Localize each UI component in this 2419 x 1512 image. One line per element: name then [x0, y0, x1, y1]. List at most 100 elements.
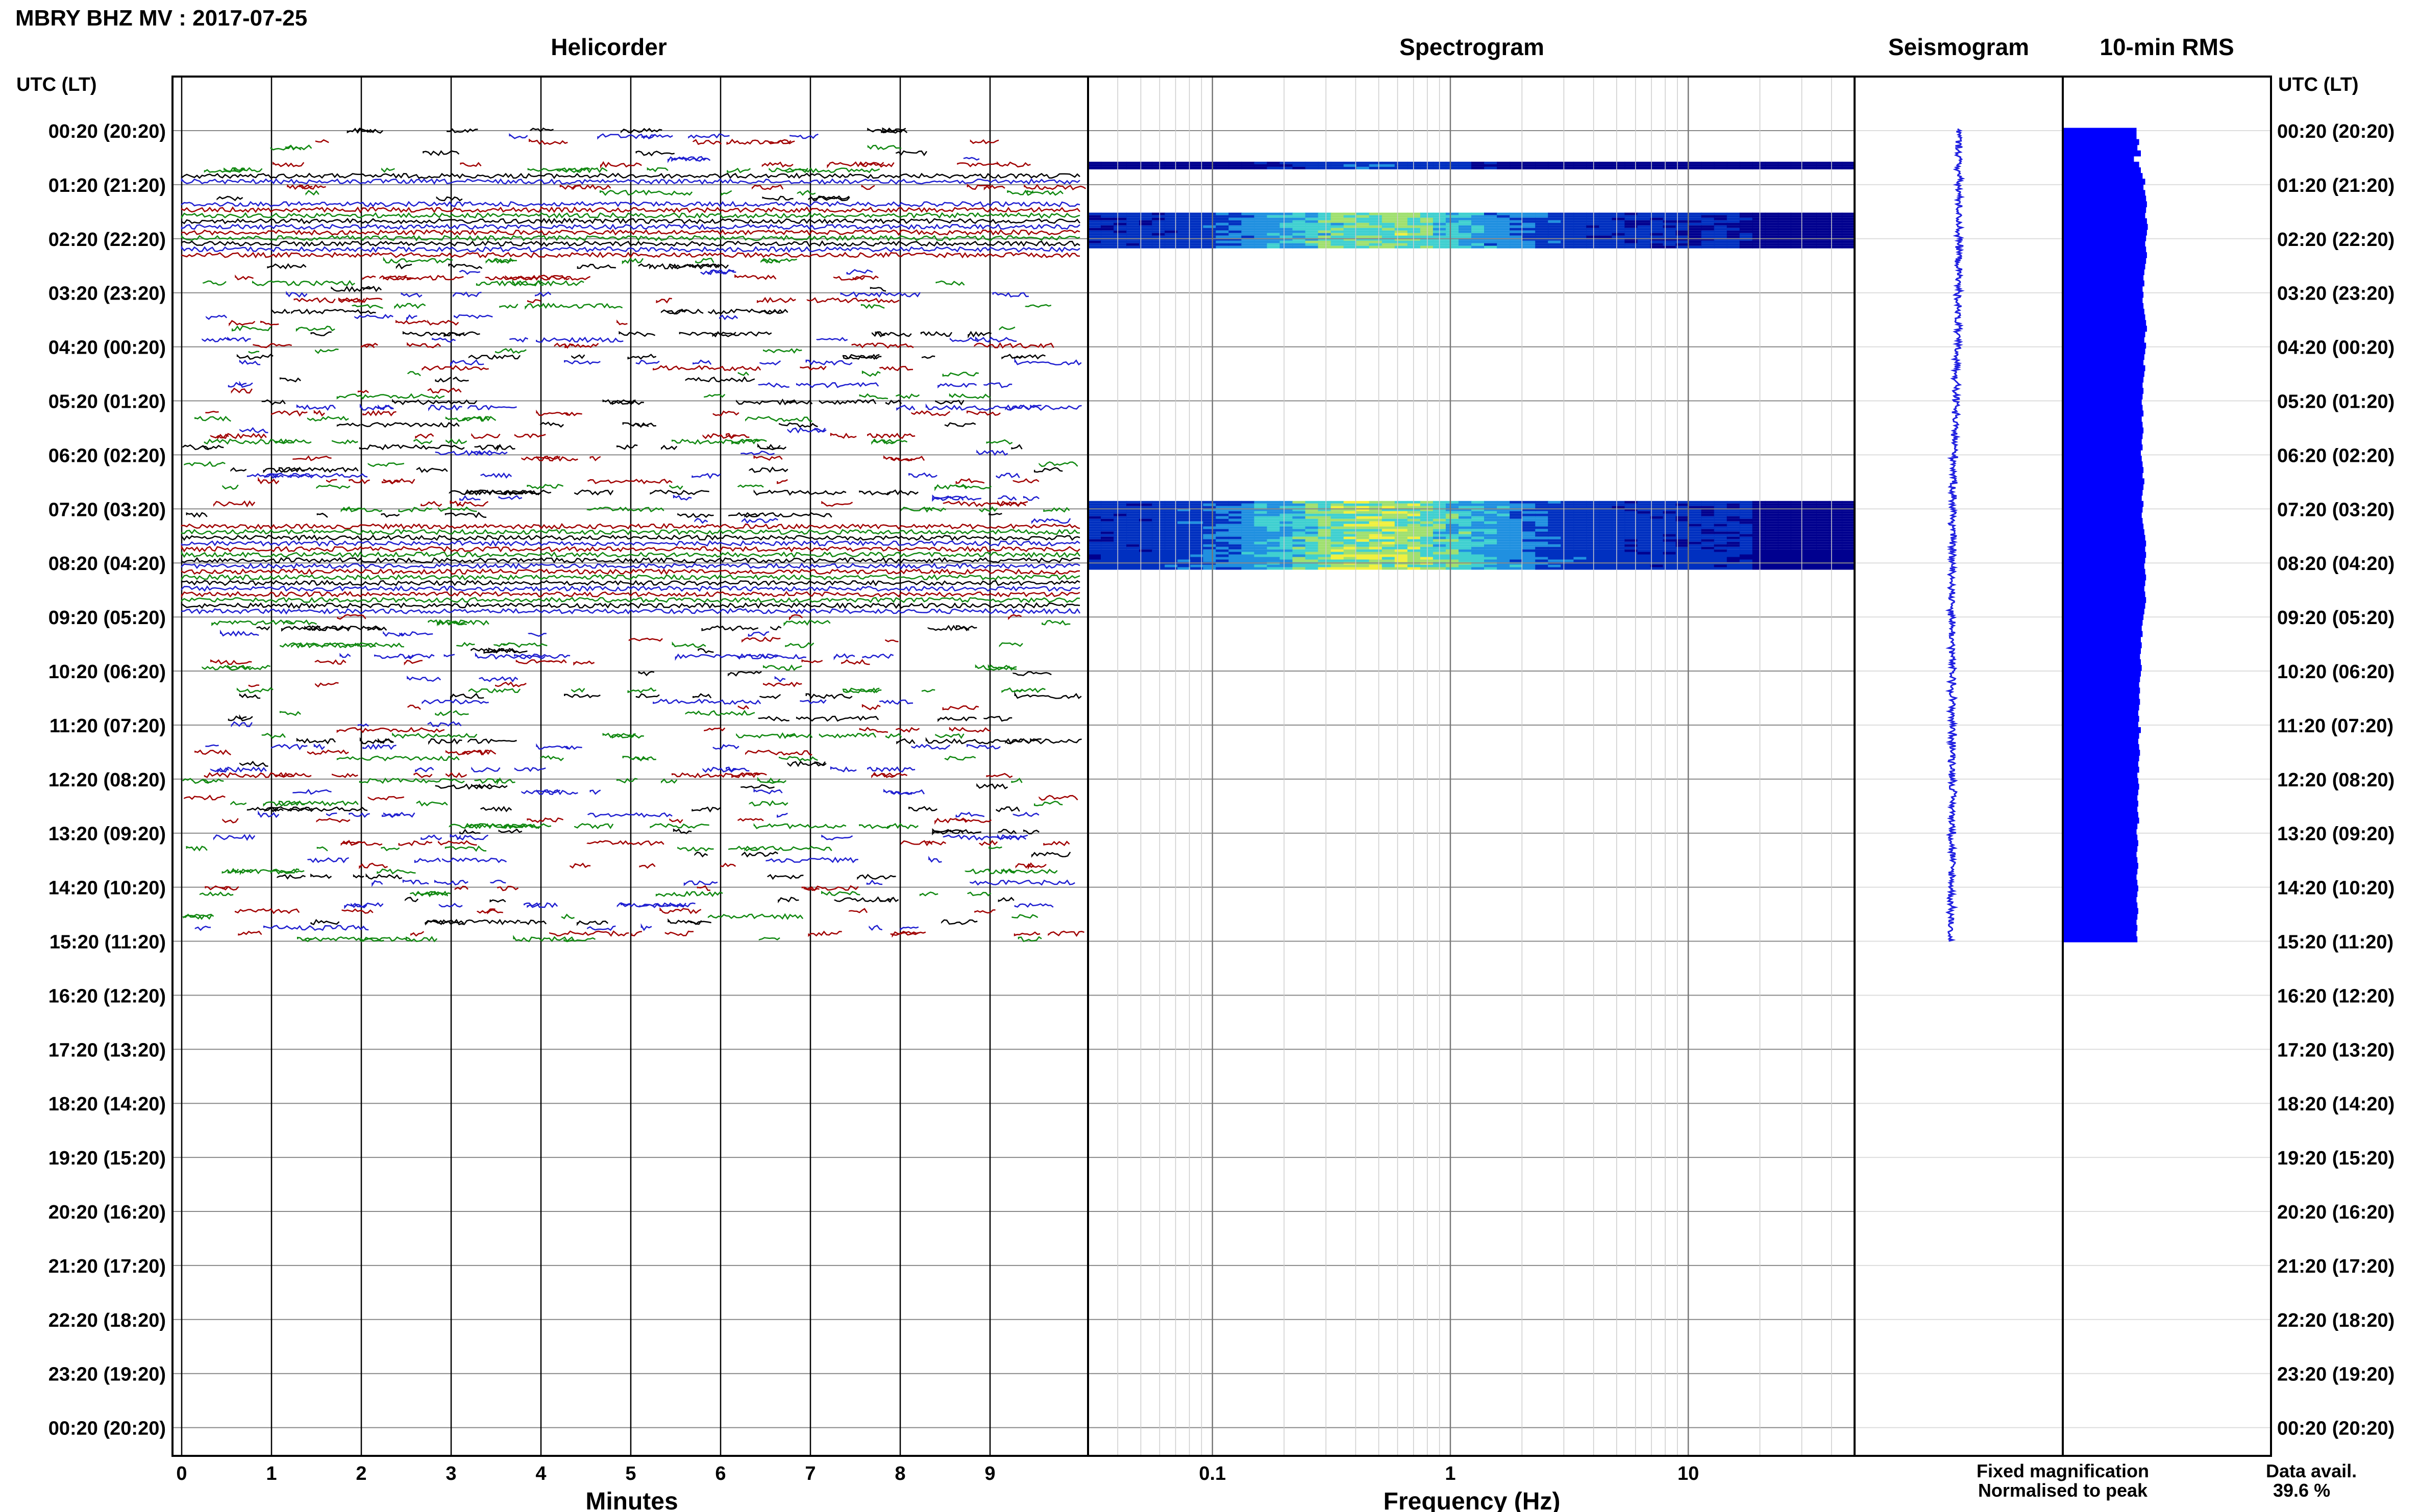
spectrogram-cell [1330, 516, 1344, 519]
spectrogram-cell [1279, 225, 1293, 228]
spectrogram-cell [1088, 557, 1101, 560]
spectrogram-cell [1394, 233, 1408, 236]
spectrogram-cell [1790, 506, 1804, 509]
spectrogram-cell [1714, 508, 1727, 511]
spectrogram-cell [1305, 217, 1319, 220]
spectrogram-cell [1459, 516, 1472, 519]
spectrogram-cell [1561, 534, 1574, 537]
spectrogram-cell [1318, 166, 1331, 169]
spectrogram-cell [1484, 516, 1497, 519]
spectrogram-cell [1318, 513, 1331, 516]
spectrogram-cell [1726, 212, 1740, 215]
spectrogram-cell [1650, 526, 1664, 529]
spectrogram-cell [1343, 539, 1357, 542]
spectrogram-cell [1573, 559, 1587, 562]
spectrogram-cell [1599, 559, 1613, 562]
spectrogram-cell [1343, 222, 1357, 226]
spectrogram-cell [1203, 222, 1217, 226]
spectrogram-cell [1790, 217, 1804, 220]
spectrogram-cell [1114, 534, 1127, 537]
spectrogram-cell [1152, 245, 1166, 249]
spectrogram-cell [1675, 529, 1689, 532]
rms-bar [2063, 891, 2138, 897]
spectrogram-cell [1088, 222, 1101, 226]
spectrogram-cell [1829, 547, 1842, 550]
spectrogram-cell [1739, 526, 1753, 529]
helicorder-trace-row [372, 879, 1075, 887]
spectrogram-cell [1420, 166, 1434, 169]
spectrogram-cell [1267, 508, 1280, 511]
spectrogram-cell [1803, 547, 1817, 550]
spectrogram-cell [1471, 549, 1485, 552]
spectrogram-cell [1829, 513, 1842, 516]
spectrogram-cell [1471, 539, 1485, 542]
helicorder-trace-row [347, 127, 908, 134]
rms-bar [2063, 699, 2140, 705]
spectrogram-cell [1675, 567, 1689, 570]
spectrogram-cell [1292, 240, 1306, 243]
spectrogram-cell [1497, 508, 1511, 511]
helicorder-trace-row [181, 234, 1080, 242]
spectrogram-cell [1126, 225, 1140, 228]
spectrogram-cell [1407, 220, 1421, 223]
spectrogram-cell [1471, 531, 1485, 534]
spectrogram-cell [1445, 529, 1459, 532]
spectrogram-cell [1842, 544, 1855, 547]
spectrogram-cell [1484, 534, 1497, 537]
spectrogram-cell [1254, 238, 1268, 241]
spectrogram-cell [1663, 521, 1676, 524]
spectrogram-cell [1203, 544, 1217, 547]
spectrogram-cell [1471, 521, 1485, 524]
spectrogram-cell [1381, 534, 1395, 537]
spectrogram-cell [1829, 516, 1842, 519]
helicorder-trace-row [181, 608, 1081, 615]
spectrogram-cell [1241, 554, 1255, 557]
rms-bar [2063, 484, 2144, 490]
spectrogram-cell [1292, 554, 1306, 557]
spectrogram-cell [1739, 518, 1753, 522]
spectrogram-cell [1497, 230, 1511, 233]
spectrogram-cell [1126, 228, 1140, 231]
spectrogram-cell [1114, 506, 1127, 509]
spectrogram-cell [1497, 534, 1511, 537]
spectrogram-cell [1637, 245, 1651, 249]
spectrogram-cell [1152, 564, 1166, 567]
spectrogram-cell [1612, 547, 1625, 550]
spectrogram-cell [1663, 559, 1676, 562]
spectrogram-cell [1292, 238, 1306, 241]
spectrogram-cell [1330, 166, 1344, 169]
spectrogram-cell [1203, 215, 1217, 218]
spectrogram-cell [1152, 534, 1166, 537]
spectrogram-cell [1305, 547, 1319, 550]
spectrogram-cell [1599, 549, 1613, 552]
spectrogram-cell [1548, 531, 1562, 534]
spectrogram-cell [1369, 544, 1383, 547]
time-tick-label: 23:20 (19:20) [48, 1364, 166, 1385]
spectrogram-cell [1126, 220, 1140, 223]
spectrogram-cell [1675, 513, 1689, 516]
spectrogram-cell [1752, 215, 1766, 218]
spectrogram-cell [1497, 220, 1511, 223]
spectrogram-cell [1152, 240, 1166, 243]
spectrogram-cell [1765, 228, 1779, 231]
spectrogram-cell [1561, 529, 1574, 532]
spectrogram-cell [1216, 529, 1229, 532]
helicorder-trace-row [186, 511, 1002, 518]
spectrogram-cell [1088, 243, 1101, 246]
spectrogram-cell [1484, 554, 1497, 557]
spectrogram-cell [1254, 240, 1268, 243]
spectrogram-cell [1663, 513, 1676, 516]
rms-bar [2063, 908, 2138, 914]
spectrogram-cell [1497, 161, 1511, 164]
spectrogram-cell [1842, 235, 1855, 238]
time-tick-labels: 00:20 (20:20) 00:20 (20:20)01:20 (21:20) 0… [48, 121, 2395, 1440]
spectrogram-cell [1637, 557, 1651, 560]
spectrogram-cell [1152, 225, 1166, 228]
spectrogram-cell [1726, 501, 1740, 504]
spectrogram-cell [1790, 516, 1804, 519]
spectrogram-cell [1599, 233, 1613, 236]
spectrogram-cell [1381, 557, 1395, 560]
spectrogram-cell [1381, 516, 1395, 519]
spectrogram-cell [1816, 524, 1830, 527]
spectrogram-cell [1612, 526, 1625, 529]
